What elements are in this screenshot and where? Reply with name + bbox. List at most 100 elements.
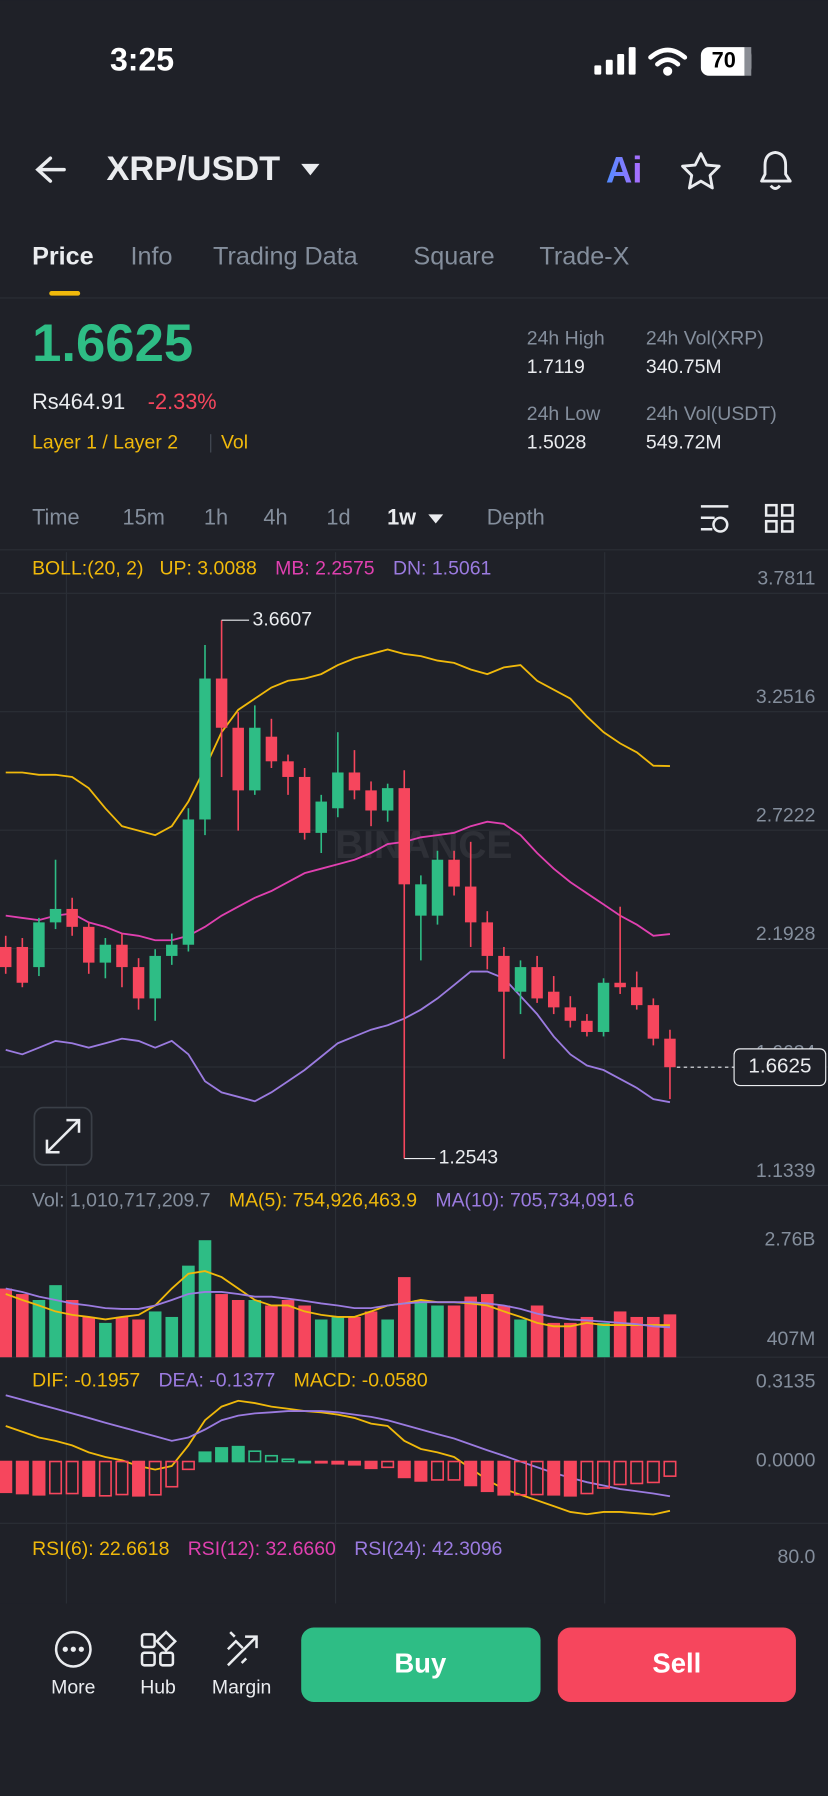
volume-bar xyxy=(165,1316,179,1358)
volume-bar xyxy=(231,1299,245,1358)
candle-body xyxy=(464,886,477,923)
pair-dropdown[interactable] xyxy=(301,163,320,176)
macd-bar xyxy=(381,1460,395,1469)
volume-bar xyxy=(431,1305,444,1358)
stat-label: 24h Low xyxy=(527,403,601,425)
legend-entry: MA(5): 754,926,463.9 xyxy=(229,1190,417,1212)
macd-bar xyxy=(480,1460,494,1493)
candle-body xyxy=(66,908,78,927)
macd-bar xyxy=(264,1454,278,1463)
macd-bar xyxy=(646,1460,660,1484)
hub-icon[interactable] xyxy=(140,1630,178,1667)
volume-bar xyxy=(298,1305,311,1358)
tab[interactable]: Price xyxy=(32,242,94,270)
candle-body xyxy=(315,801,327,833)
macd-bar xyxy=(215,1447,229,1463)
buy-label[interactable]: Buy xyxy=(394,1648,447,1679)
tab[interactable]: Trade-X xyxy=(539,242,629,270)
ai-button[interactable]: Ai xyxy=(606,150,643,191)
macd-bar xyxy=(132,1460,146,1497)
interval[interactable]: Depth xyxy=(487,505,545,530)
volume-bar xyxy=(348,1316,361,1358)
indicator-line xyxy=(5,1287,671,1329)
back-button[interactable] xyxy=(35,156,66,183)
volume-bar xyxy=(647,1316,660,1358)
indicator-line xyxy=(5,970,671,1104)
tab[interactable]: Trading Data xyxy=(213,242,359,270)
candle-body xyxy=(49,908,62,923)
volume-bar xyxy=(32,1299,46,1358)
volume-bar xyxy=(65,1299,79,1358)
interval[interactable]: Time xyxy=(32,505,80,530)
stat-value: 340.75M xyxy=(646,356,722,378)
favorite-button[interactable] xyxy=(681,152,721,190)
candle-body xyxy=(597,982,610,1032)
interval[interactable]: 15m xyxy=(123,505,165,530)
stat-value: 1.5028 xyxy=(527,431,587,453)
tag[interactable]: Vol xyxy=(221,431,248,453)
legend-title: BOLL:(20, 2) xyxy=(32,557,143,579)
macd-bar xyxy=(547,1460,561,1496)
macd-bar xyxy=(331,1460,345,1465)
interval[interactable]: 4h xyxy=(263,505,287,530)
volume-bar xyxy=(663,1314,677,1358)
legend-entry: DEA: -0.1377 xyxy=(159,1369,276,1391)
candle-body xyxy=(431,859,444,916)
macd-bar xyxy=(148,1460,162,1496)
candle-body xyxy=(83,926,95,963)
fullscreen-icon xyxy=(45,1118,81,1154)
macd-bar xyxy=(314,1460,328,1464)
nav-label[interactable]: Hub xyxy=(140,1676,176,1698)
nav-label[interactable]: More xyxy=(51,1676,95,1698)
buy-button[interactable] xyxy=(301,1627,541,1702)
interval-dropdown[interactable] xyxy=(428,514,444,524)
signal-icon xyxy=(594,47,636,75)
macd-bar xyxy=(49,1460,63,1495)
macd-bar xyxy=(414,1460,428,1482)
macd-bar xyxy=(281,1458,295,1463)
stat-value: 549.72M xyxy=(646,431,722,453)
volume-bar xyxy=(381,1319,394,1358)
macd-bar xyxy=(248,1450,262,1463)
tag[interactable]: Layer 1 / Layer 2 xyxy=(32,431,178,453)
more-icon[interactable] xyxy=(54,1630,92,1668)
volume-bar xyxy=(414,1299,428,1358)
macd-bar xyxy=(165,1460,179,1488)
high-annotation: 3.6607 xyxy=(253,608,313,630)
tab[interactable]: Square xyxy=(413,242,494,270)
candle-body xyxy=(415,884,427,916)
sell-button[interactable] xyxy=(557,1627,796,1702)
candle-body xyxy=(282,761,294,777)
battery xyxy=(700,47,752,76)
stat-label: 24h Vol(USDT) xyxy=(646,403,777,425)
macd-bar xyxy=(464,1460,478,1487)
nav-label[interactable]: Margin xyxy=(212,1676,271,1698)
interval[interactable]: 1d xyxy=(326,505,350,530)
candle-body xyxy=(215,678,228,728)
margin-icon[interactable] xyxy=(227,1631,258,1667)
candle-body xyxy=(132,967,145,999)
candle-body xyxy=(664,1038,676,1068)
macd-bar xyxy=(663,1460,677,1477)
candle-body xyxy=(481,922,494,956)
interval[interactable]: 1w xyxy=(387,505,416,530)
macd-bar xyxy=(198,1451,212,1463)
indicator-settings[interactable] xyxy=(700,505,729,533)
y-tick-label: 0.0000 xyxy=(756,1450,816,1472)
alert-button[interactable] xyxy=(760,151,792,190)
sell-label[interactable]: Sell xyxy=(652,1648,701,1679)
macd-bar xyxy=(347,1460,361,1466)
macd-bar xyxy=(630,1460,644,1485)
fiat-price: Rs464.91 xyxy=(32,389,125,414)
candle-body xyxy=(398,788,410,885)
tab[interactable]: Info xyxy=(131,242,173,270)
battery-level: 70 xyxy=(712,48,736,73)
pair-title[interactable]: XRP/USDT xyxy=(107,150,281,188)
layout-button[interactable] xyxy=(764,503,794,533)
y-tick-label: 407M xyxy=(767,1328,816,1350)
volume-bar xyxy=(530,1305,544,1358)
interval[interactable]: 1h xyxy=(204,505,228,530)
y-tick-label: 80.0 xyxy=(778,1546,816,1568)
candle-body xyxy=(348,772,361,791)
